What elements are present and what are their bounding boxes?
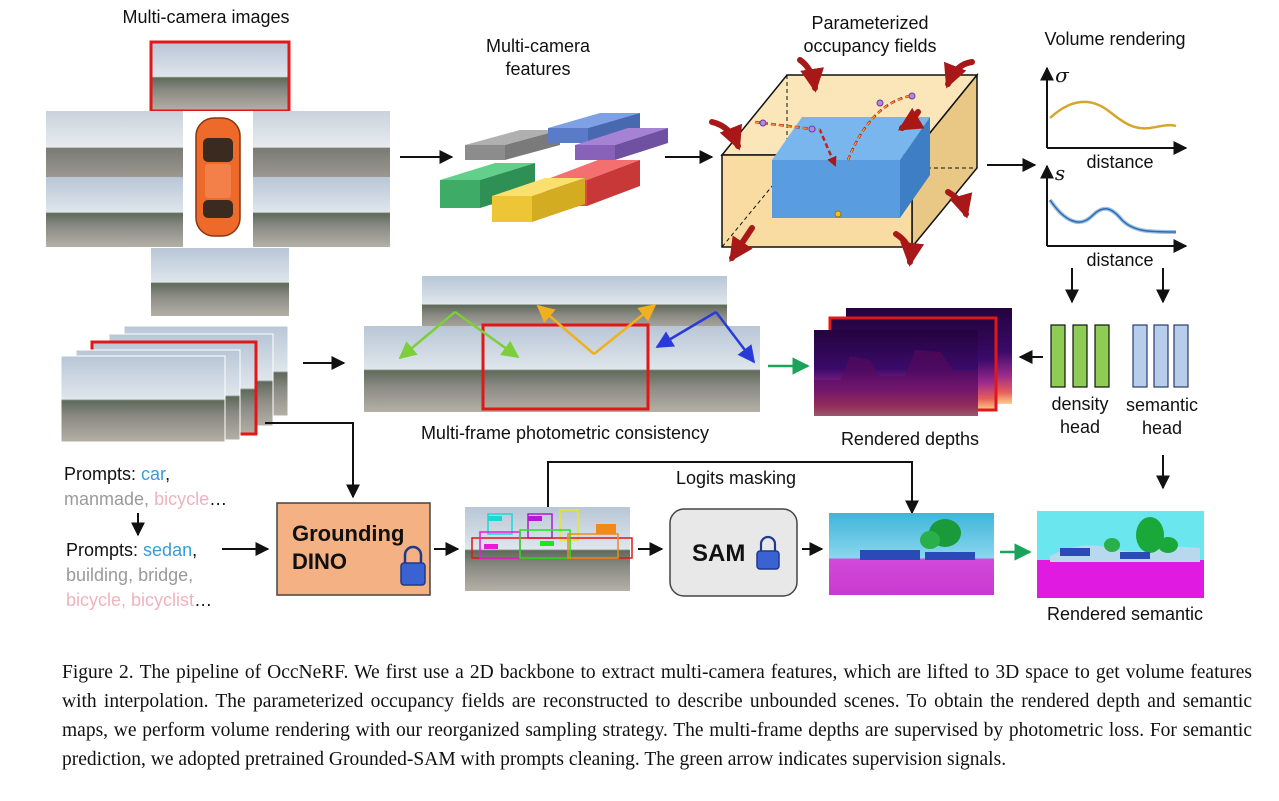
lock-icon <box>756 535 780 570</box>
feature-gray <box>465 130 560 160</box>
feature-purple <box>575 128 668 160</box>
occupancy-volume <box>709 57 979 267</box>
lock-icon <box>400 545 426 586</box>
multi-camera-features-label-line2: features <box>505 59 571 79</box>
inner-scene-box <box>772 117 930 218</box>
caption-text: The pipeline of OccNeRF. We first use a … <box>62 662 1252 770</box>
distance-label-bottom: distance <box>1086 250 1154 270</box>
camera-front-right <box>253 111 390 177</box>
s-axis-label: s <box>1054 161 1066 185</box>
multi-camera-features-label-line1: Multi-camera <box>485 36 591 56</box>
rendered-depths <box>814 308 1012 416</box>
sigma-axis-label: σ <box>1055 63 1069 87</box>
volume-rendering-label: Volume rendering <box>1044 29 1186 49</box>
raw-prompts: Prompts: car, manmade, bicycle… <box>64 464 228 509</box>
s-plot <box>1040 164 1188 253</box>
camera-back <box>151 248 289 316</box>
photometric-consistency-label: Multi-frame photometric consistency <box>420 423 710 443</box>
pipeline-diagram <box>46 40 1204 598</box>
sam-box <box>669 508 798 597</box>
distance-label-top: distance <box>1086 152 1154 172</box>
density-head-label-line1: density <box>1051 394 1109 414</box>
rendered-semantic-image <box>1037 511 1204 598</box>
detection-image <box>465 507 633 591</box>
rendered-depths-label: Rendered depths <box>840 429 980 449</box>
semantic-head <box>1132 324 1189 388</box>
sigma-curve <box>1049 100 1177 130</box>
density-head-label-line2: head <box>1059 417 1101 437</box>
s-curve <box>1048 198 1177 234</box>
rendered-semantic-label: Rendered semantic <box>1046 604 1204 624</box>
occupancy-fields-label-line2: occupancy fields <box>803 36 937 56</box>
camera-back-right <box>253 177 390 247</box>
figure-number: Figure 2. <box>62 662 134 683</box>
sam-mask-image <box>829 513 994 595</box>
semantic-head-label-line1: semantic <box>1125 395 1199 415</box>
sam-label: SAM <box>692 540 746 567</box>
curved-arrows <box>709 57 975 267</box>
multi-camera-images-label: Multi-camera images <box>122 7 290 27</box>
camera-front <box>149 40 291 113</box>
occupancy-fields-label-line1: Parameterized <box>811 13 929 33</box>
grounding-dino-label: Grounding DINO <box>292 521 405 574</box>
cleaned-prompts: Prompts: sedan, building, bridge, bicycl… <box>66 540 213 610</box>
camera-back-left <box>46 177 183 247</box>
multi-frame-stack <box>60 325 289 443</box>
photometric-frames <box>364 276 760 412</box>
figure-caption: Figure 2. The pipeline of OccNeRF. We fir… <box>62 658 1252 774</box>
camera-front-left <box>46 111 183 177</box>
sigma-plot <box>1040 66 1188 155</box>
multi-camera-images <box>46 40 390 316</box>
semantic-head-label-line2: head <box>1141 418 1183 438</box>
multi-camera-features <box>440 113 668 222</box>
feature-blue <box>548 113 640 143</box>
feature-yellow <box>492 178 585 222</box>
car-icon <box>195 117 241 237</box>
logits-masking-label: Logits masking <box>675 468 797 488</box>
density-head <box>1050 324 1110 388</box>
